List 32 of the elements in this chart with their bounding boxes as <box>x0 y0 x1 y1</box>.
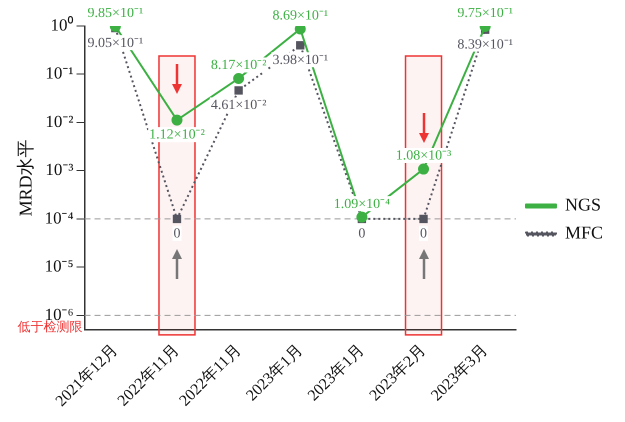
y-tick-label: 10⁰ <box>50 15 74 34</box>
y-tick-label: 10⁻⁴ <box>44 208 74 228</box>
point <box>419 214 428 224</box>
point <box>233 72 244 84</box>
legend-label: MFC <box>564 222 604 243</box>
point <box>294 26 306 34</box>
data-label: 1.08×10⁻³ <box>396 148 452 164</box>
data-label: 0 <box>420 226 428 242</box>
data-label: 1.09×10⁻⁴ <box>334 196 390 212</box>
y-tick-label: 10⁻² <box>45 112 74 131</box>
data-label: 8.17×10⁻² <box>210 58 266 74</box>
data-label: 0 <box>358 226 366 242</box>
point <box>171 114 182 126</box>
data-label: 8.69×10⁻¹ <box>272 8 328 24</box>
y-axis-title: MRD水平 <box>16 139 36 216</box>
data-label: 0 <box>173 226 180 242</box>
data-label: 1.12×10⁻² <box>149 128 205 143</box>
y-tick-label: 10⁻⁵ <box>44 256 74 276</box>
y-tick-label: 10⁻³ <box>45 160 74 180</box>
data-label: 9.85×10⁻¹ <box>88 6 144 21</box>
data-label: 8.39×10⁻¹ <box>457 37 513 52</box>
data-label: 4.61×10⁻² <box>210 98 266 114</box>
point <box>234 86 243 95</box>
point <box>418 164 430 175</box>
data-label: 9.75×10⁻¹ <box>457 6 513 22</box>
data-label: 3.98×10⁻¹ <box>272 52 328 68</box>
point <box>296 41 304 50</box>
point <box>172 214 182 224</box>
data-label: 9.05×10⁻¹ <box>88 36 144 51</box>
legend-label: NGS <box>564 194 601 215</box>
y-tick-label: 10⁻¹ <box>45 64 74 83</box>
point <box>356 212 368 223</box>
